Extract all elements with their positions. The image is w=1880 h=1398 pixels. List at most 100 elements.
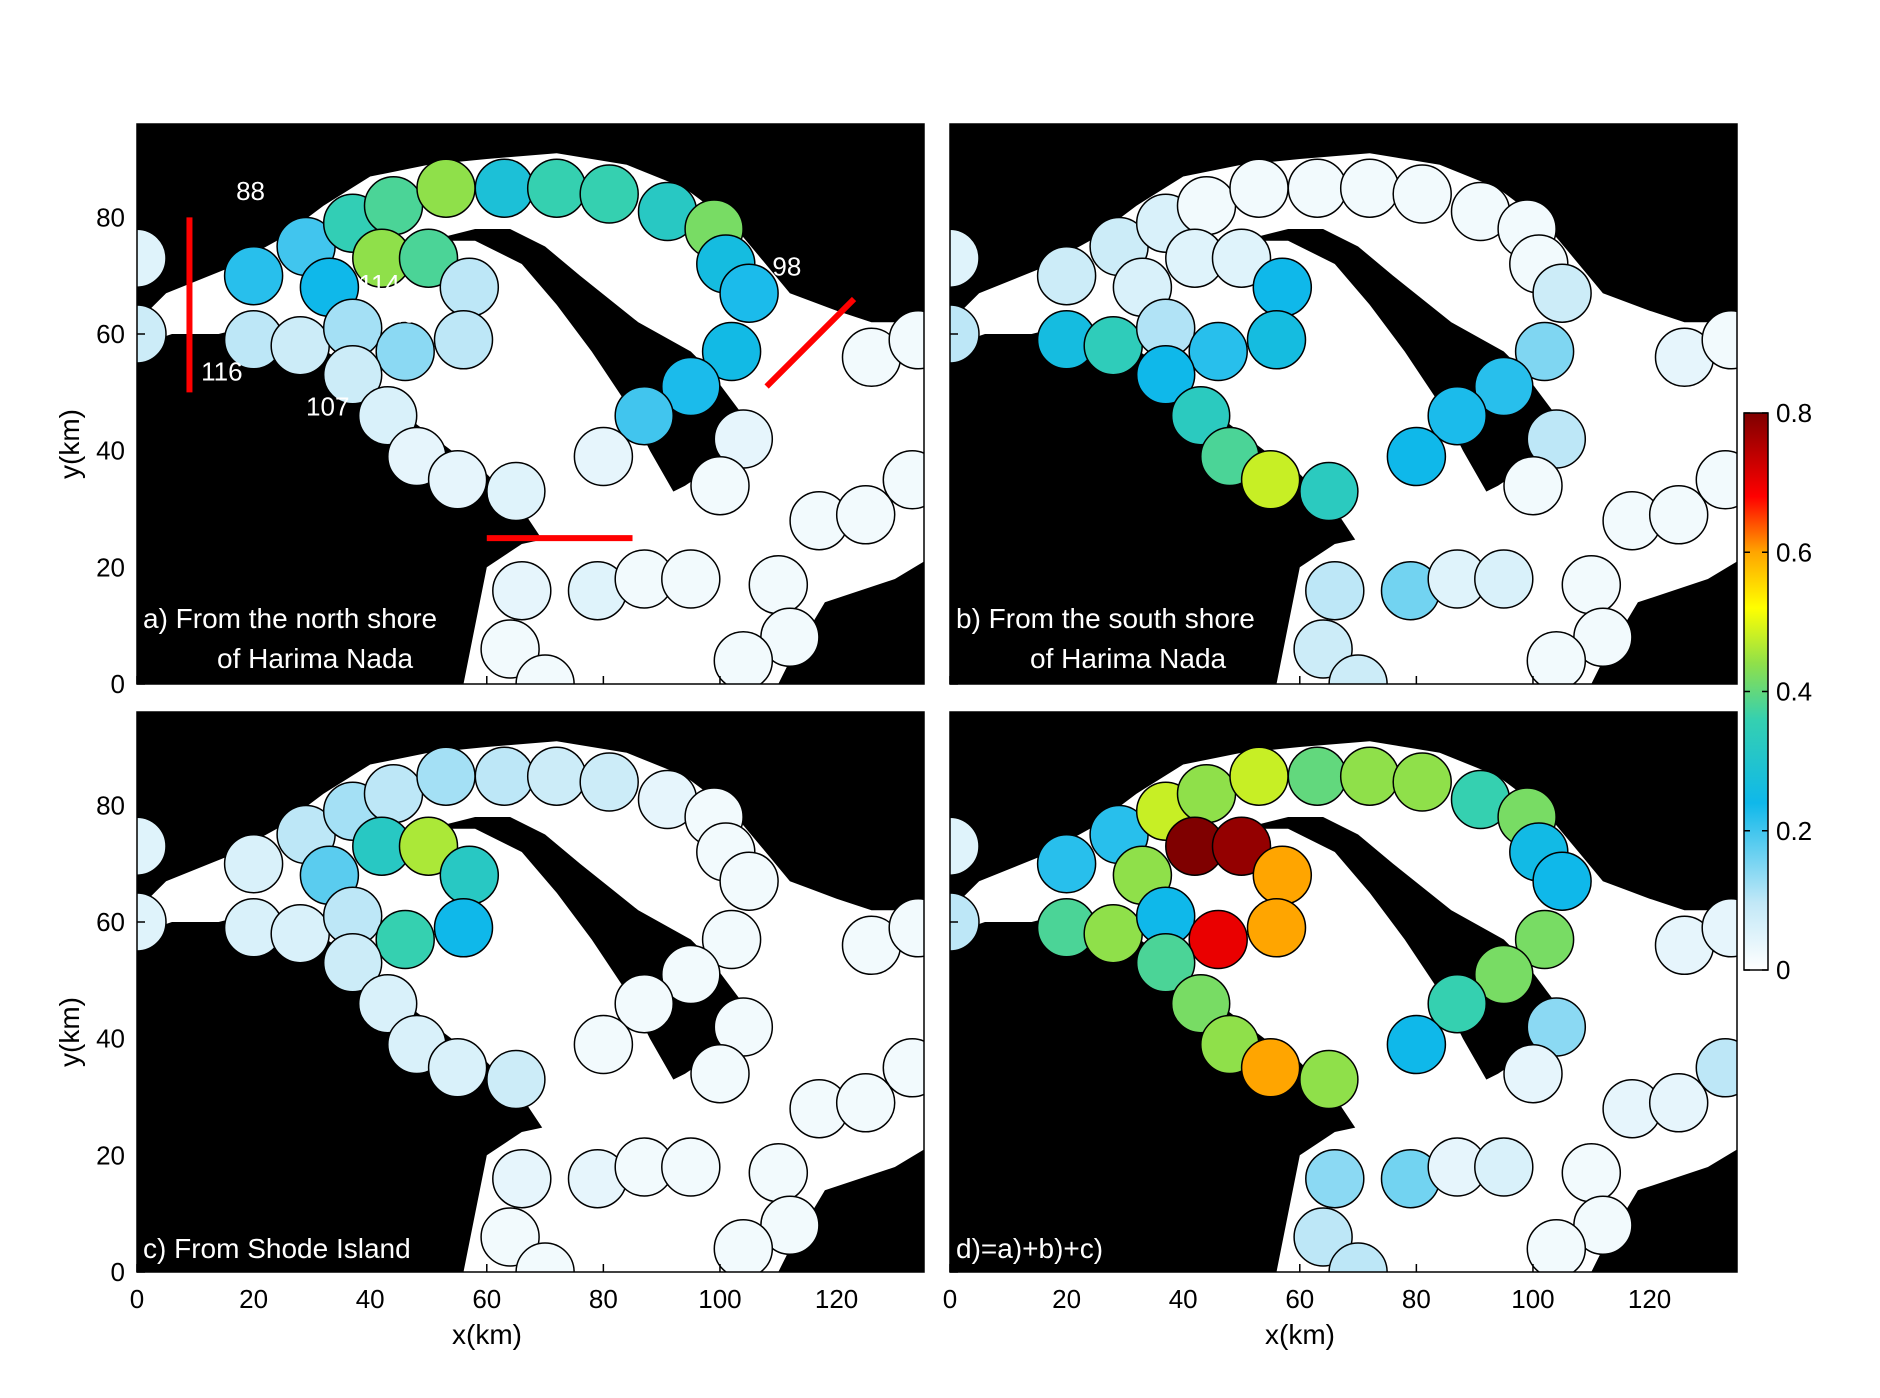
- station-marker: [1135, 345, 1196, 405]
- station-marker: [882, 450, 924, 510]
- panel-caption: a) From the north shore: [143, 603, 437, 634]
- station-marker: [950, 816, 980, 876]
- station-marker: [357, 385, 418, 446]
- station-marker: [1514, 909, 1575, 970]
- station-marker: [1328, 1242, 1388, 1272]
- panel-caption: b) From the south shore: [956, 603, 1255, 634]
- station-marker: [515, 1242, 575, 1272]
- colorbar-ticks: 0 0.2 0.4 0.6 0.8: [1744, 398, 1812, 985]
- station-marker: [1240, 1038, 1301, 1098]
- station-marker: [573, 1014, 634, 1075]
- x-tick-label: 40: [1169, 1284, 1198, 1314]
- y-axis-title: y(km): [54, 409, 85, 479]
- station-marker: [1287, 158, 1348, 218]
- station-marker: [713, 630, 774, 684]
- station-marker: [486, 461, 546, 522]
- station-marker: [492, 560, 552, 621]
- station-marker: [363, 175, 424, 236]
- station-marker: [1287, 746, 1348, 806]
- y-tick-label: 40: [96, 436, 125, 466]
- station-marker: [322, 345, 383, 405]
- station-id-label: 108: [388, 298, 431, 328]
- colorbar-tick-label: 0.2: [1776, 816, 1812, 846]
- x-tick-label: 60: [472, 1284, 501, 1314]
- station-marker: [1188, 909, 1248, 970]
- panel-c: c) From Shode Island 0 20 40 60 80 100 120 0 20 40…: [54, 711, 925, 1350]
- y-axis-title: y(km): [54, 997, 85, 1067]
- station-marker: [1036, 833, 1097, 894]
- station-marker: [1339, 158, 1400, 218]
- station-marker: [439, 845, 500, 906]
- station-marker: [713, 1218, 774, 1272]
- station-marker: [1474, 1137, 1534, 1197]
- station-marker: [701, 909, 762, 970]
- station-marker: [1532, 851, 1592, 911]
- station-marker: [439, 257, 500, 318]
- station-marker: [888, 898, 924, 958]
- station-marker: [1305, 1148, 1365, 1209]
- station-marker: [416, 158, 476, 218]
- station-marker: [661, 1137, 721, 1197]
- station-marker: [1252, 845, 1313, 906]
- station-marker: [363, 763, 424, 824]
- station-marker: [1648, 485, 1709, 545]
- station-marker: [1695, 450, 1737, 510]
- station-marker: [1188, 321, 1248, 382]
- station-marker: [375, 909, 435, 970]
- station-marker: [614, 385, 674, 446]
- station-marker: [492, 1148, 552, 1209]
- colorbar-tick-label: 0.4: [1776, 677, 1812, 707]
- station-marker: [223, 245, 284, 306]
- panel-caption-line2: of Harima Nada: [217, 643, 414, 674]
- station-marker: [433, 898, 494, 958]
- colorbar-tick-label: 0.8: [1776, 398, 1812, 428]
- x-tick-label: 100: [1511, 1284, 1554, 1314]
- x-axis-title: x(km): [452, 1319, 522, 1350]
- station-marker: [1503, 1043, 1563, 1104]
- x-tick-label: 120: [815, 1284, 858, 1314]
- station-marker: [427, 1038, 488, 1098]
- station-marker: [1392, 752, 1452, 812]
- y-tick-label: 60: [96, 319, 125, 349]
- station-marker: [888, 310, 924, 370]
- station-marker: [748, 555, 809, 615]
- station-marker: [398, 816, 459, 876]
- station-marker: [1211, 816, 1272, 876]
- x-tick-label: 80: [589, 1284, 618, 1314]
- station-marker: [137, 228, 167, 288]
- station-marker: [1135, 933, 1196, 993]
- station-marker: [137, 816, 167, 876]
- station-marker: [1211, 228, 1272, 288]
- station-marker: [1701, 310, 1737, 370]
- station-marker: [1246, 898, 1307, 958]
- x-tick-label: 20: [1052, 1284, 1081, 1314]
- station-marker: [1561, 1143, 1622, 1203]
- station-marker: [416, 746, 476, 806]
- station-marker: [1170, 973, 1231, 1034]
- station-marker: [719, 851, 779, 911]
- station-marker: [1305, 560, 1365, 621]
- station-marker: [270, 315, 330, 376]
- y-tick-label: 60: [96, 907, 125, 937]
- station-marker: [835, 485, 896, 545]
- station-marker: [357, 973, 418, 1034]
- station-marker: [1299, 461, 1359, 522]
- sea-strait: [1602, 334, 1737, 451]
- plot-frame: [136, 123, 925, 685]
- station-marker: [1386, 426, 1447, 487]
- plot-frame: [949, 123, 1738, 685]
- station-marker: [1514, 321, 1575, 382]
- panel-caption: d)=a)+b)+c): [956, 1233, 1103, 1264]
- station-marker: [882, 1038, 924, 1098]
- sea-strait: [789, 922, 924, 1039]
- x-tick-label: 60: [1285, 1284, 1314, 1314]
- station-marker: [573, 426, 634, 487]
- station-marker: [579, 752, 639, 812]
- station-marker: [1339, 746, 1400, 806]
- panel-caption-line2: of Harima Nada: [1030, 643, 1227, 674]
- station-marker: [1532, 263, 1592, 323]
- station-marker: [1229, 158, 1289, 218]
- station-marker: [661, 356, 721, 417]
